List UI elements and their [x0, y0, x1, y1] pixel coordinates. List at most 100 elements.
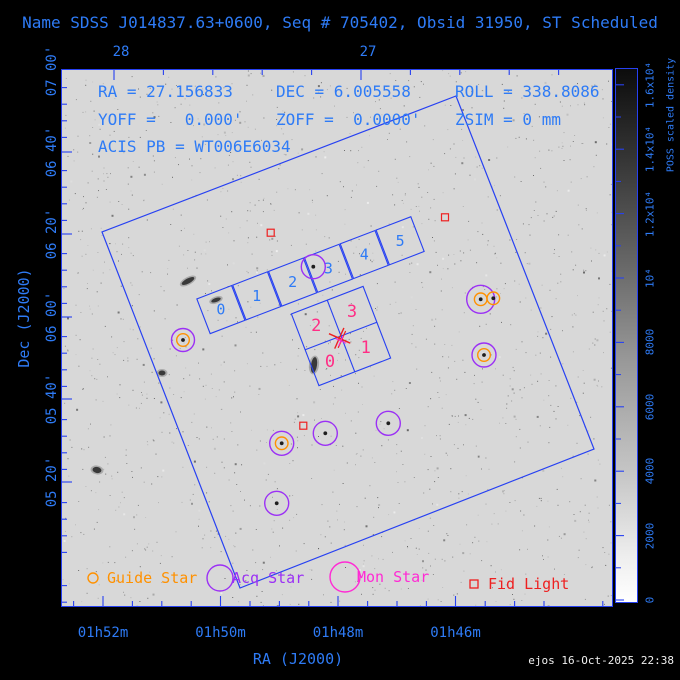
- noise-dot: [206, 426, 208, 428]
- noise-dot: [415, 206, 417, 207]
- noise-dot: [519, 301, 521, 303]
- noise-dot: [296, 398, 298, 400]
- noise-dot: [576, 442, 578, 444]
- noise-dot: [378, 558, 379, 560]
- noise-dot: [534, 157, 536, 159]
- noise-dot: [562, 330, 563, 332]
- noise-dot: [246, 270, 248, 272]
- noise-dot: [252, 94, 254, 96]
- noise-dot: [408, 90, 410, 92]
- noise-dot: [303, 435, 305, 437]
- noise-dot: [424, 125, 426, 127]
- noise-dot: [439, 435, 441, 437]
- noise-dot: [519, 447, 521, 449]
- noise-dot: [505, 423, 507, 424]
- noise-dot: [605, 564, 607, 566]
- noise-dot: [141, 392, 142, 393]
- noise-dot: [341, 389, 343, 391]
- noise-dot: [392, 381, 394, 383]
- noise-dot: [558, 256, 560, 257]
- noise-dot: [249, 202, 251, 204]
- noise-dot: [119, 384, 121, 386]
- noise-dot: [230, 422, 232, 424]
- noise-dot: [551, 116, 552, 118]
- noise-dot: [246, 100, 247, 102]
- noise-dot: [295, 550, 297, 552]
- noise-dot: [388, 223, 390, 225]
- noise-dot: [109, 243, 110, 245]
- noise-dot: [198, 509, 201, 512]
- noise-dot: [477, 231, 479, 233]
- noise-dot: [572, 326, 574, 328]
- acis-s-chip: [375, 216, 425, 266]
- noise-dot: [313, 97, 315, 99]
- noise-dot: [350, 196, 352, 198]
- noise-dot: [547, 556, 549, 558]
- noise-dot: [606, 308, 607, 310]
- noise-dot: [588, 521, 590, 523]
- noise-dot: [434, 325, 436, 327]
- star-dot: [323, 431, 328, 436]
- noise-dot: [168, 413, 170, 415]
- noise-dot: [583, 531, 585, 533]
- noise-dot: [400, 588, 402, 590]
- noise-dot: [168, 259, 170, 261]
- fid-light-marker: [266, 228, 275, 237]
- noise-dot: [270, 203, 272, 205]
- noise-dot: [211, 388, 213, 389]
- star-dot: [478, 297, 483, 302]
- noise-dot: [579, 415, 581, 417]
- noise-dot: [501, 321, 502, 323]
- noise-dot: [123, 359, 125, 361]
- noise-dot: [199, 378, 201, 380]
- noise-dot: [548, 149, 550, 151]
- noise-dot: [76, 408, 79, 411]
- noise-dot: [582, 370, 584, 371]
- noise-dot: [477, 455, 480, 458]
- noise-dot: [380, 574, 382, 576]
- noise-dot: [87, 182, 89, 184]
- noise-dot: [187, 250, 189, 251]
- noise-dot: [109, 134, 111, 136]
- noise-dot: [447, 535, 449, 536]
- noise-dot: [415, 346, 417, 348]
- noise-dot: [223, 467, 225, 469]
- outer-fov: [101, 95, 595, 589]
- noise-dot: [246, 84, 248, 86]
- noise-dot: [78, 501, 80, 502]
- noise-dot: [191, 165, 193, 167]
- noise-dot: [214, 472, 216, 474]
- noise-dot: [89, 135, 91, 137]
- noise-dot: [421, 579, 423, 581]
- noise-dot: [73, 149, 75, 151]
- noise-dot: [421, 196, 423, 198]
- noise-dot: [500, 569, 502, 571]
- galaxy: [92, 466, 102, 474]
- noise-dot: [488, 468, 490, 470]
- noise-dot: [363, 166, 365, 168]
- noise-dot: [239, 111, 241, 113]
- noise-dot: [223, 131, 226, 134]
- noise-dot: [152, 112, 154, 114]
- noise-dot: [434, 220, 436, 222]
- noise-dot: [356, 506, 358, 508]
- acis-i-chip-label: 3: [347, 302, 357, 322]
- noise-dot: [551, 150, 553, 152]
- noise-dot: [523, 514, 525, 516]
- noise-dot: [304, 75, 306, 77]
- noise-dot: [215, 396, 217, 398]
- noise-dot: [111, 478, 113, 480]
- noise-dot: [325, 368, 327, 370]
- noise-dot: [511, 400, 513, 402]
- noise-dot: [511, 388, 514, 391]
- noise-dot: [597, 386, 599, 387]
- noise-dot: [389, 303, 391, 305]
- noise-dot: [401, 226, 404, 229]
- noise-dot: [424, 425, 426, 427]
- noise-dot: [194, 251, 196, 253]
- noise-dot: [67, 155, 69, 157]
- noise-dot: [102, 272, 104, 274]
- noise-dot: [117, 311, 120, 314]
- noise-dot: [395, 301, 397, 303]
